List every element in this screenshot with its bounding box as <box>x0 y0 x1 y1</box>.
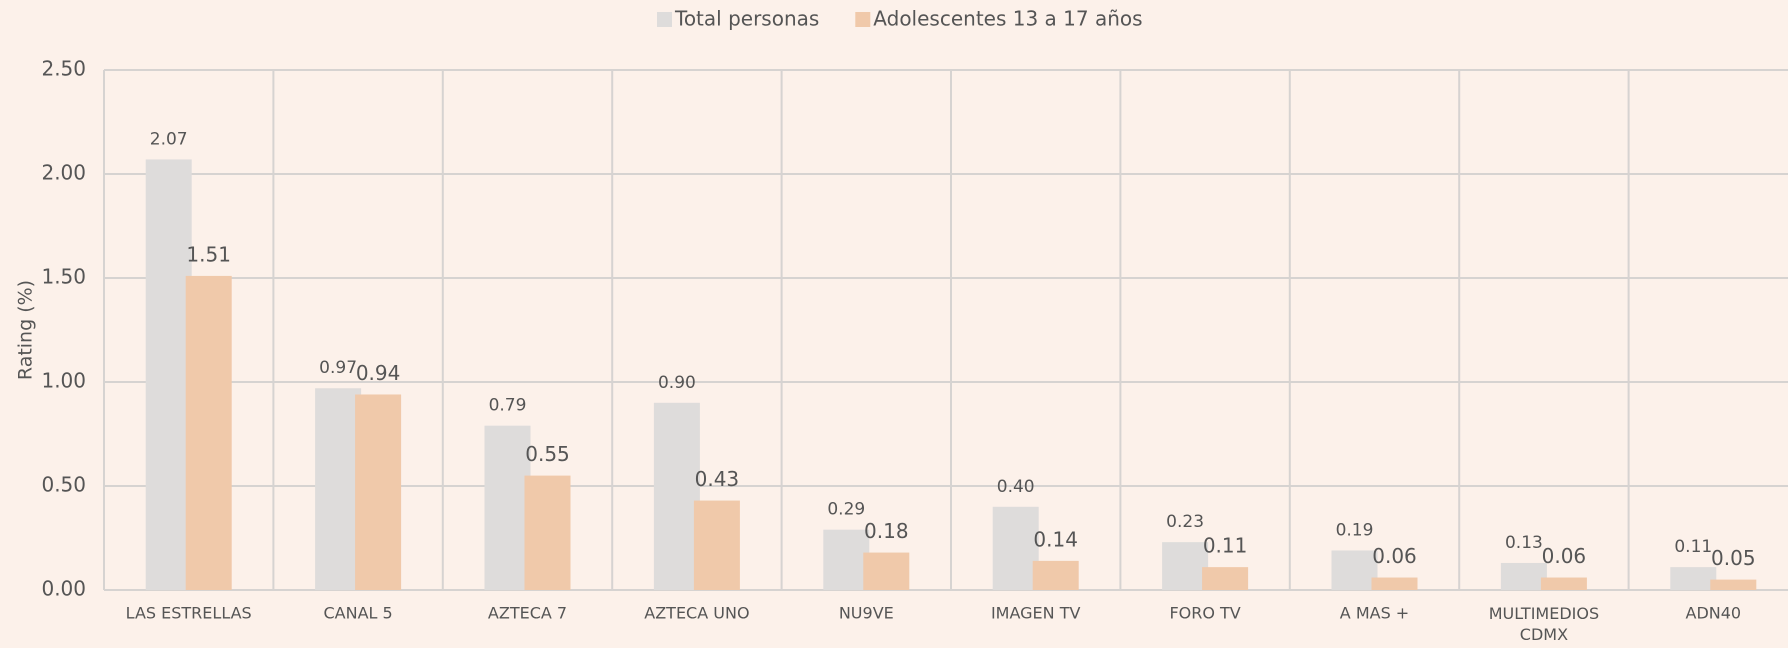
bar <box>1331 550 1378 590</box>
value-label: 0.06 <box>1542 544 1587 568</box>
bar <box>484 425 531 590</box>
value-label: 0.11 <box>1203 534 1248 558</box>
bar <box>863 552 910 590</box>
bar <box>1371 577 1418 590</box>
value-label: 0.06 <box>1372 544 1417 568</box>
value-label: 0.23 <box>1166 512 1204 532</box>
y-tick-label: 1.50 <box>41 265 86 289</box>
value-label: 0.79 <box>489 396 527 416</box>
bar <box>1162 542 1209 590</box>
x-tick-label: A MAS + <box>1340 604 1409 623</box>
bar <box>1710 579 1757 590</box>
legend-swatch <box>855 12 871 27</box>
bar <box>653 402 700 590</box>
legend-label: Adolescentes 13 a 17 años <box>873 7 1142 31</box>
bar <box>693 500 740 590</box>
y-tick-label: 2.50 <box>41 57 86 81</box>
x-tick-label: FORO TV <box>1169 604 1240 623</box>
bar <box>355 394 402 590</box>
bar <box>185 275 232 590</box>
y-tick-label: 1.00 <box>41 369 86 393</box>
x-tick-label: AZTECA UNO <box>644 604 749 623</box>
legend-swatch <box>657 12 672 27</box>
x-tick-label: MULTIMEDIOS CDMX <box>1489 604 1599 644</box>
x-tick-label: IMAGEN TV <box>991 604 1081 623</box>
value-label: 0.11 <box>1674 537 1712 557</box>
bar <box>1500 562 1547 590</box>
value-label: 0.55 <box>525 442 570 466</box>
legend-label: Total personas <box>674 7 819 31</box>
value-label: 0.19 <box>1336 520 1374 540</box>
value-label: 0.13 <box>1505 533 1543 553</box>
y-tick-label: 2.00 <box>41 161 86 185</box>
bar <box>145 159 192 590</box>
x-tick-label: ADN40 <box>1686 604 1742 623</box>
bar <box>1540 577 1587 590</box>
x-tick-label: NU9VE <box>839 604 894 623</box>
value-label: 0.97 <box>319 358 357 378</box>
value-label: 0.43 <box>695 467 740 491</box>
x-tick-label: CANAL 5 <box>323 604 392 623</box>
bar <box>992 506 1039 590</box>
y-tick-label: 0.00 <box>41 577 86 601</box>
value-label: 0.29 <box>827 500 865 520</box>
bar <box>823 529 870 590</box>
value-label: 1.51 <box>186 242 231 266</box>
value-label: 0.14 <box>1033 527 1078 551</box>
value-label: 0.94 <box>356 361 401 385</box>
value-label: 0.18 <box>864 519 909 543</box>
y-tick-label: 0.50 <box>41 473 86 497</box>
x-tick-label: AZTECA 7 <box>488 604 567 623</box>
value-label: 2.07 <box>150 129 188 149</box>
value-label: 0.40 <box>997 477 1035 497</box>
y-axis-label: Rating (%) <box>15 280 37 380</box>
x-tick-label: LAS ESTRELLAS <box>126 604 252 623</box>
bar <box>1670 567 1717 590</box>
value-label: 0.05 <box>1711 546 1756 570</box>
value-label: 0.90 <box>658 373 696 393</box>
bar <box>1032 560 1079 590</box>
bar <box>524 475 571 590</box>
bar <box>315 388 362 590</box>
bar <box>1202 567 1249 590</box>
